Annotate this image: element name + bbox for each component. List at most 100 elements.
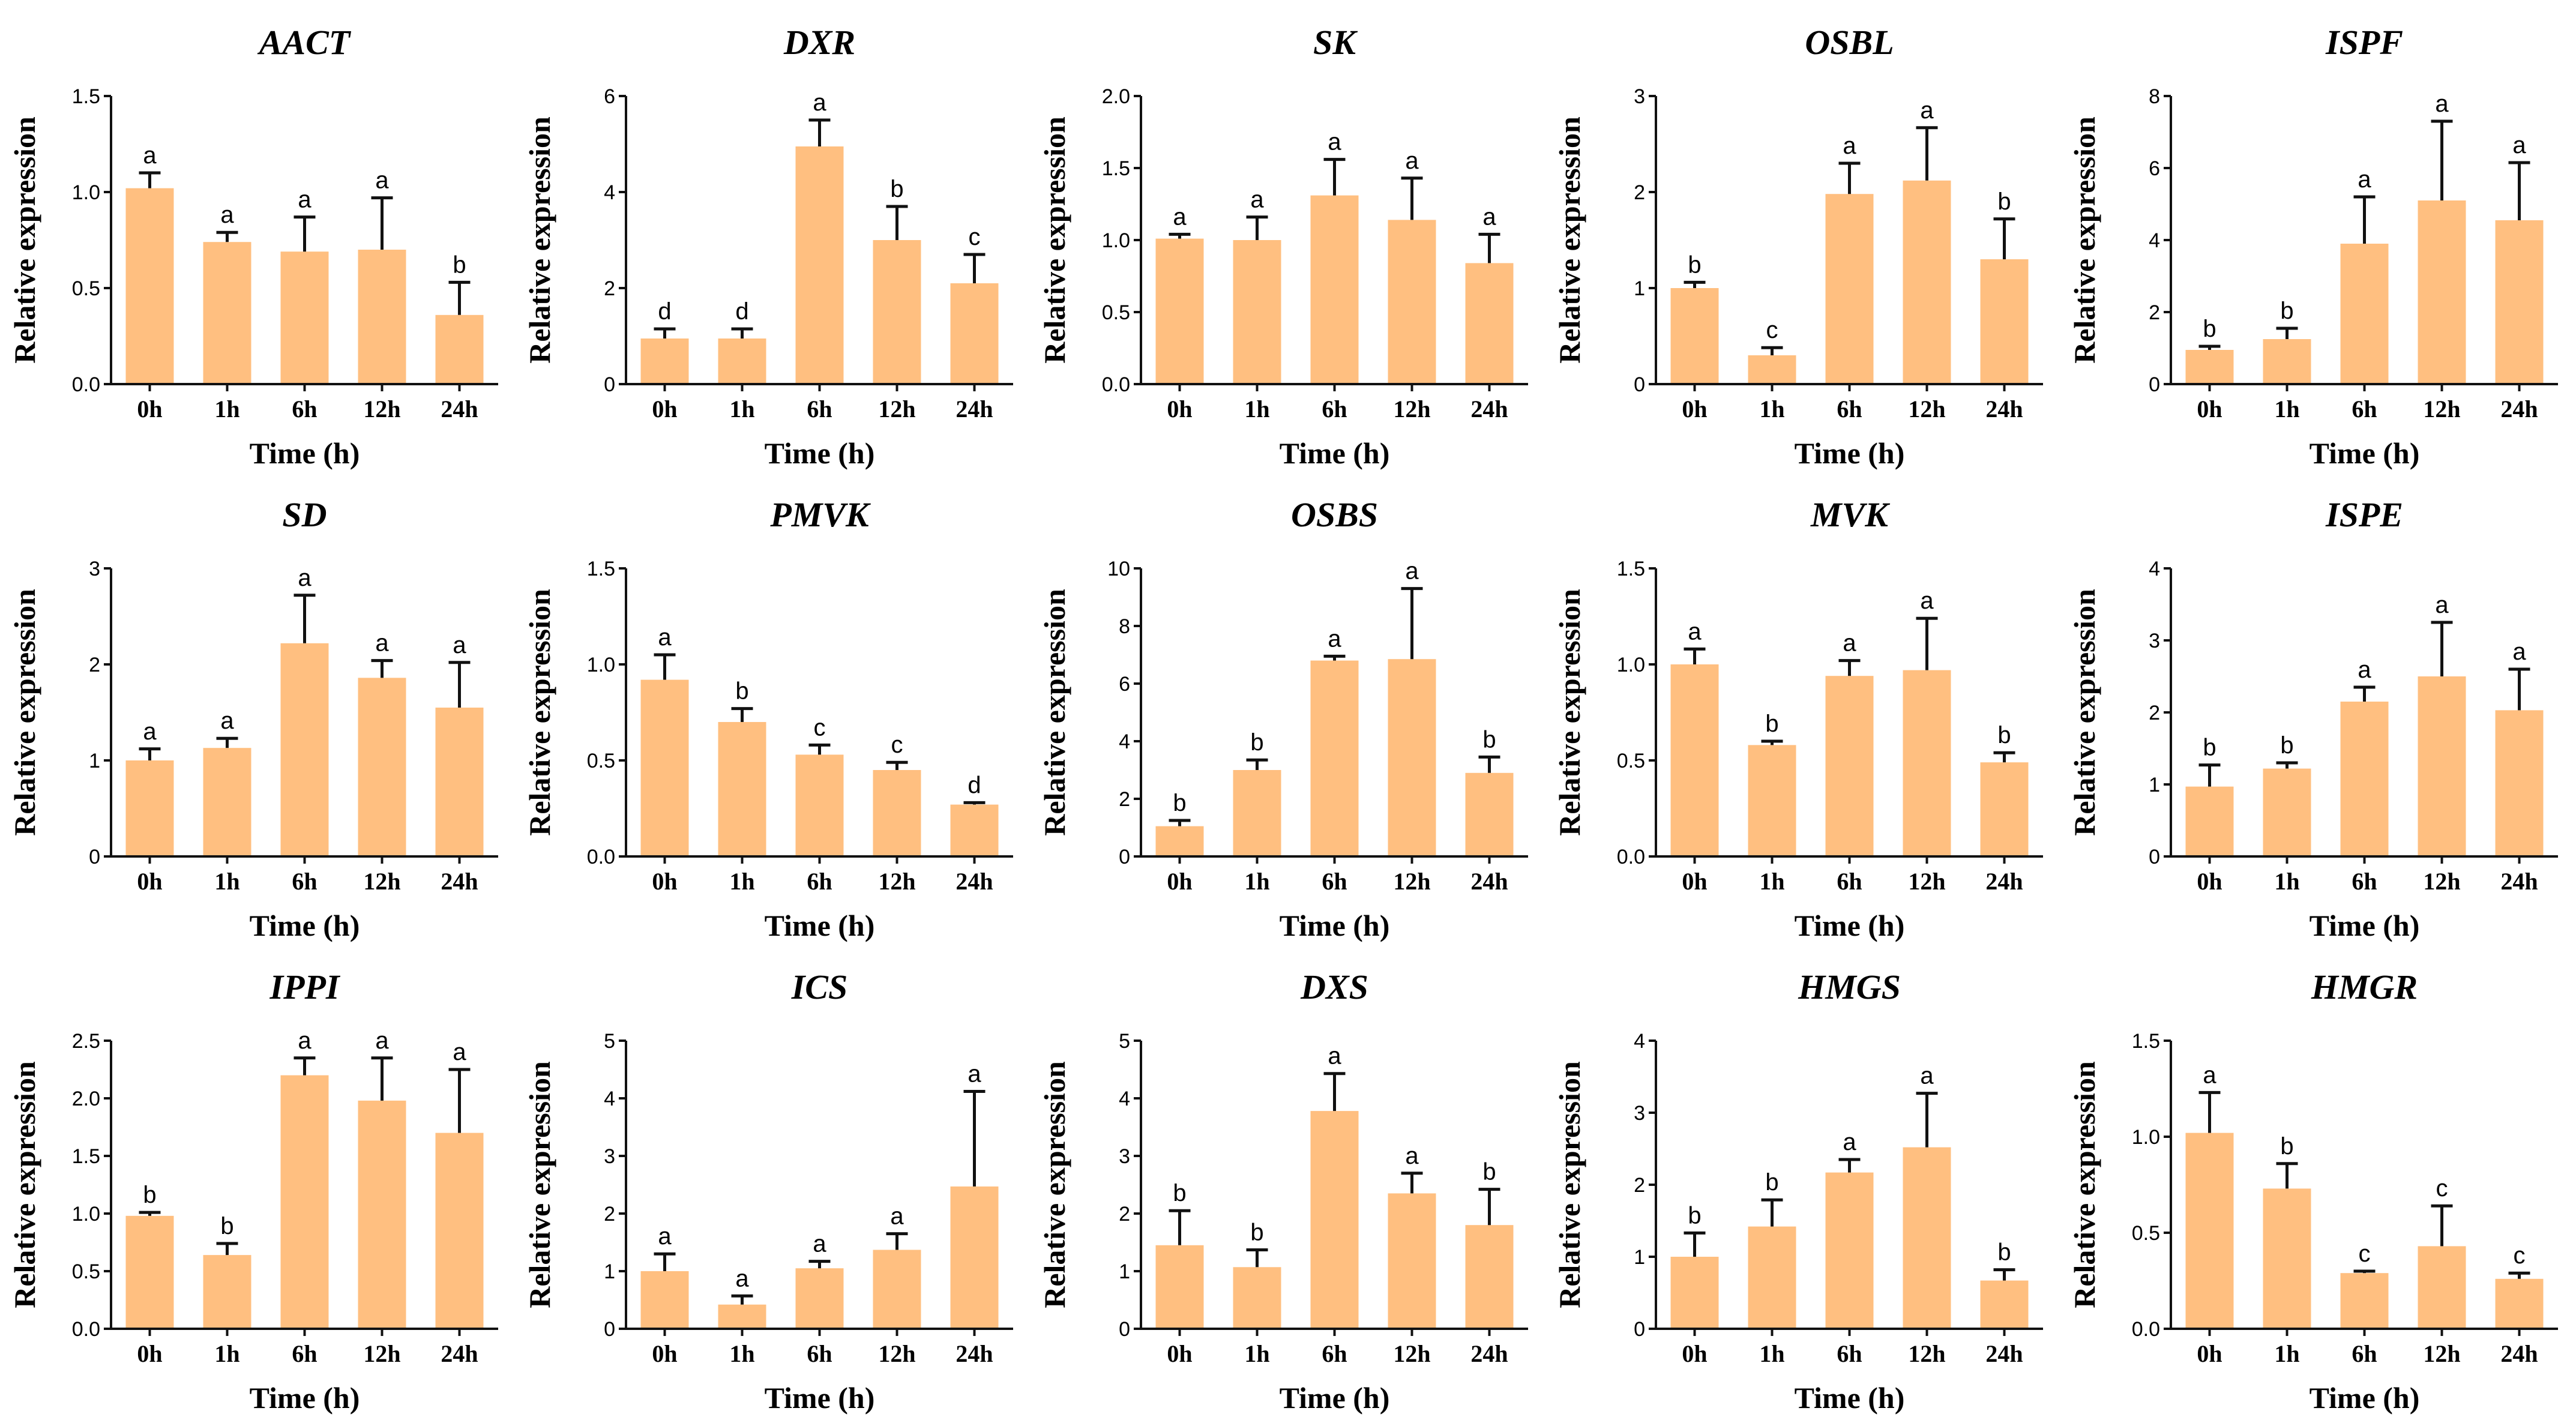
y-axis-label: Relative expression	[523, 1061, 556, 1308]
y-axis-label: Relative expression	[2068, 589, 2101, 836]
significance-letter: a	[453, 632, 466, 658]
x-tick-label: 0h	[652, 396, 677, 423]
y-axis-label: Relative expression	[2068, 116, 2101, 364]
x-tick-label: 24h	[1985, 868, 2023, 895]
bar-24h	[435, 314, 484, 384]
significance-letter: b	[1765, 711, 1778, 737]
significance-letter: a	[2203, 1062, 2216, 1088]
bar-1h	[2263, 339, 2311, 384]
bar-0h	[1155, 238, 1204, 384]
x-tick-label: 6h	[807, 1340, 832, 1367]
significance-letter: a	[143, 718, 157, 745]
bar-6h	[1825, 1172, 1874, 1329]
y-tick-label: 4	[1634, 1030, 1645, 1053]
bar-6h	[280, 643, 329, 856]
y-tick-label: 3	[1634, 85, 1645, 108]
x-tick-label: 0h	[1682, 1340, 1707, 1367]
x-tick-label: 12h	[1393, 396, 1430, 423]
significance-letter: b	[1997, 722, 2011, 748]
bar-12h	[1388, 220, 1436, 384]
x-tick-label: 6h	[1322, 868, 1347, 895]
significance-letter: a	[658, 624, 672, 651]
y-tick-label: 1.0	[72, 181, 100, 204]
y-tick-label: 8	[2149, 85, 2160, 108]
y-tick-label: 1.0	[587, 654, 615, 676]
significance-letter: c	[2359, 1241, 2371, 1267]
y-tick-label: 2.5	[72, 1030, 100, 1053]
y-tick-label: 2	[604, 1203, 615, 1226]
y-tick-label: 5	[1119, 1030, 1130, 1053]
significance-letter: a	[1328, 129, 1341, 155]
chart-osbs: OSBS Relative expression Time (h) b 0h b 1h a 6h…	[1030, 472, 1545, 945]
y-tick-label: 1	[1634, 1246, 1645, 1269]
y-axis-label: Relative expression	[523, 116, 556, 364]
chart-sd: SD Relative expression Time (h) a 0h a 1h a 6h a 1…	[0, 472, 515, 945]
y-tick-label: 1	[2149, 774, 2160, 796]
x-tick-label: 0h	[2197, 396, 2222, 423]
significance-letter: a	[1482, 203, 1496, 230]
y-tick-label: 1.5	[587, 558, 615, 580]
x-axis-label: Time (h)	[250, 436, 360, 470]
x-axis-label: Time (h)	[2310, 1381, 2420, 1415]
significance-letter: c	[2436, 1175, 2448, 1202]
x-axis-label: Time (h)	[1280, 909, 1390, 942]
y-axis-label: Relative expression	[8, 116, 41, 364]
chart-title: MVK	[1810, 495, 1890, 534]
x-tick-label: 0h	[1682, 396, 1707, 423]
bar-0h	[1670, 288, 1719, 384]
significance-letter: a	[298, 565, 311, 591]
x-tick-label: 24h	[1470, 396, 1508, 423]
bar-6h	[1825, 676, 1874, 856]
chart-svg: HMGR Relative expression Time (h) a 0h b 1h c 6h…	[2068, 967, 2558, 1415]
significance-letter: a	[813, 89, 826, 116]
bar-12h	[1903, 1147, 1951, 1329]
bar-24h	[950, 804, 999, 856]
chart-svg: DXR Relative expression Time (h) d 0h d 1h a 6h b…	[523, 23, 1013, 470]
x-tick-label: 12h	[1908, 396, 1945, 423]
y-tick-label: 3	[1634, 1102, 1645, 1125]
bar-1h	[1233, 770, 1281, 856]
x-tick-label: 12h	[363, 1340, 400, 1367]
y-tick-label: 4	[2149, 558, 2160, 580]
x-tick-label: 6h	[1837, 1340, 1862, 1367]
x-tick-label: 12h	[2423, 396, 2460, 423]
y-tick-label: 0.0	[587, 846, 615, 868]
chart-title: OSBL	[1805, 23, 1894, 62]
chart-svg: DXS Relative expression Time (h) b 0h b 1h a 6h a…	[1038, 967, 1528, 1415]
chart-title: IPPI	[269, 967, 341, 1006]
y-axis-label: Relative expression	[8, 1061, 41, 1308]
y-tick-label: 0	[2149, 846, 2160, 868]
x-tick-label: 1h	[729, 396, 754, 423]
significance-letter: a	[375, 1027, 389, 1054]
bar-0h	[2185, 786, 2234, 856]
significance-letter: c	[1766, 317, 1778, 343]
significance-letter: a	[2512, 132, 2526, 158]
bar-0h	[2185, 350, 2234, 384]
bar-24h	[435, 1133, 484, 1329]
x-tick-label: 24h	[1470, 1340, 1508, 1367]
significance-letter: b	[1997, 188, 2011, 215]
y-tick-label: 2	[89, 654, 100, 676]
chart-dxr: DXR Relative expression Time (h) d 0h d 1h a 6h b…	[515, 0, 1030, 472]
y-tick-label: 0.5	[72, 277, 100, 300]
x-tick-label: 6h	[2352, 1340, 2377, 1367]
chart-hmgr: HMGR Relative expression Time (h) a 0h b 1h c 6h…	[2060, 945, 2575, 1417]
y-tick-label: 5	[604, 1030, 615, 1053]
chart-title: HMGS	[1798, 967, 1901, 1006]
significance-letter: a	[813, 1231, 826, 1257]
x-tick-label: 24h	[955, 1340, 993, 1367]
bar-12h	[358, 250, 406, 384]
y-axis-label: Relative expression	[1038, 1061, 1071, 1308]
x-tick-label: 12h	[363, 396, 400, 423]
y-tick-label: 0	[2149, 373, 2160, 396]
x-tick-label: 12h	[1908, 1340, 1945, 1367]
bar-24h	[2495, 1278, 2544, 1329]
significance-letter: b	[1250, 1219, 1263, 1245]
x-tick-label: 12h	[1393, 1340, 1430, 1367]
significance-letter: a	[1920, 588, 1934, 614]
significance-letter: a	[1688, 618, 1702, 645]
x-tick-label: 24h	[955, 868, 993, 895]
x-axis-label: Time (h)	[1795, 909, 1905, 942]
chart-osbl: OSBL Relative expression Time (h) b 0h c 1h a 6h…	[1545, 0, 2060, 472]
x-tick-label: 24h	[2500, 1340, 2538, 1367]
